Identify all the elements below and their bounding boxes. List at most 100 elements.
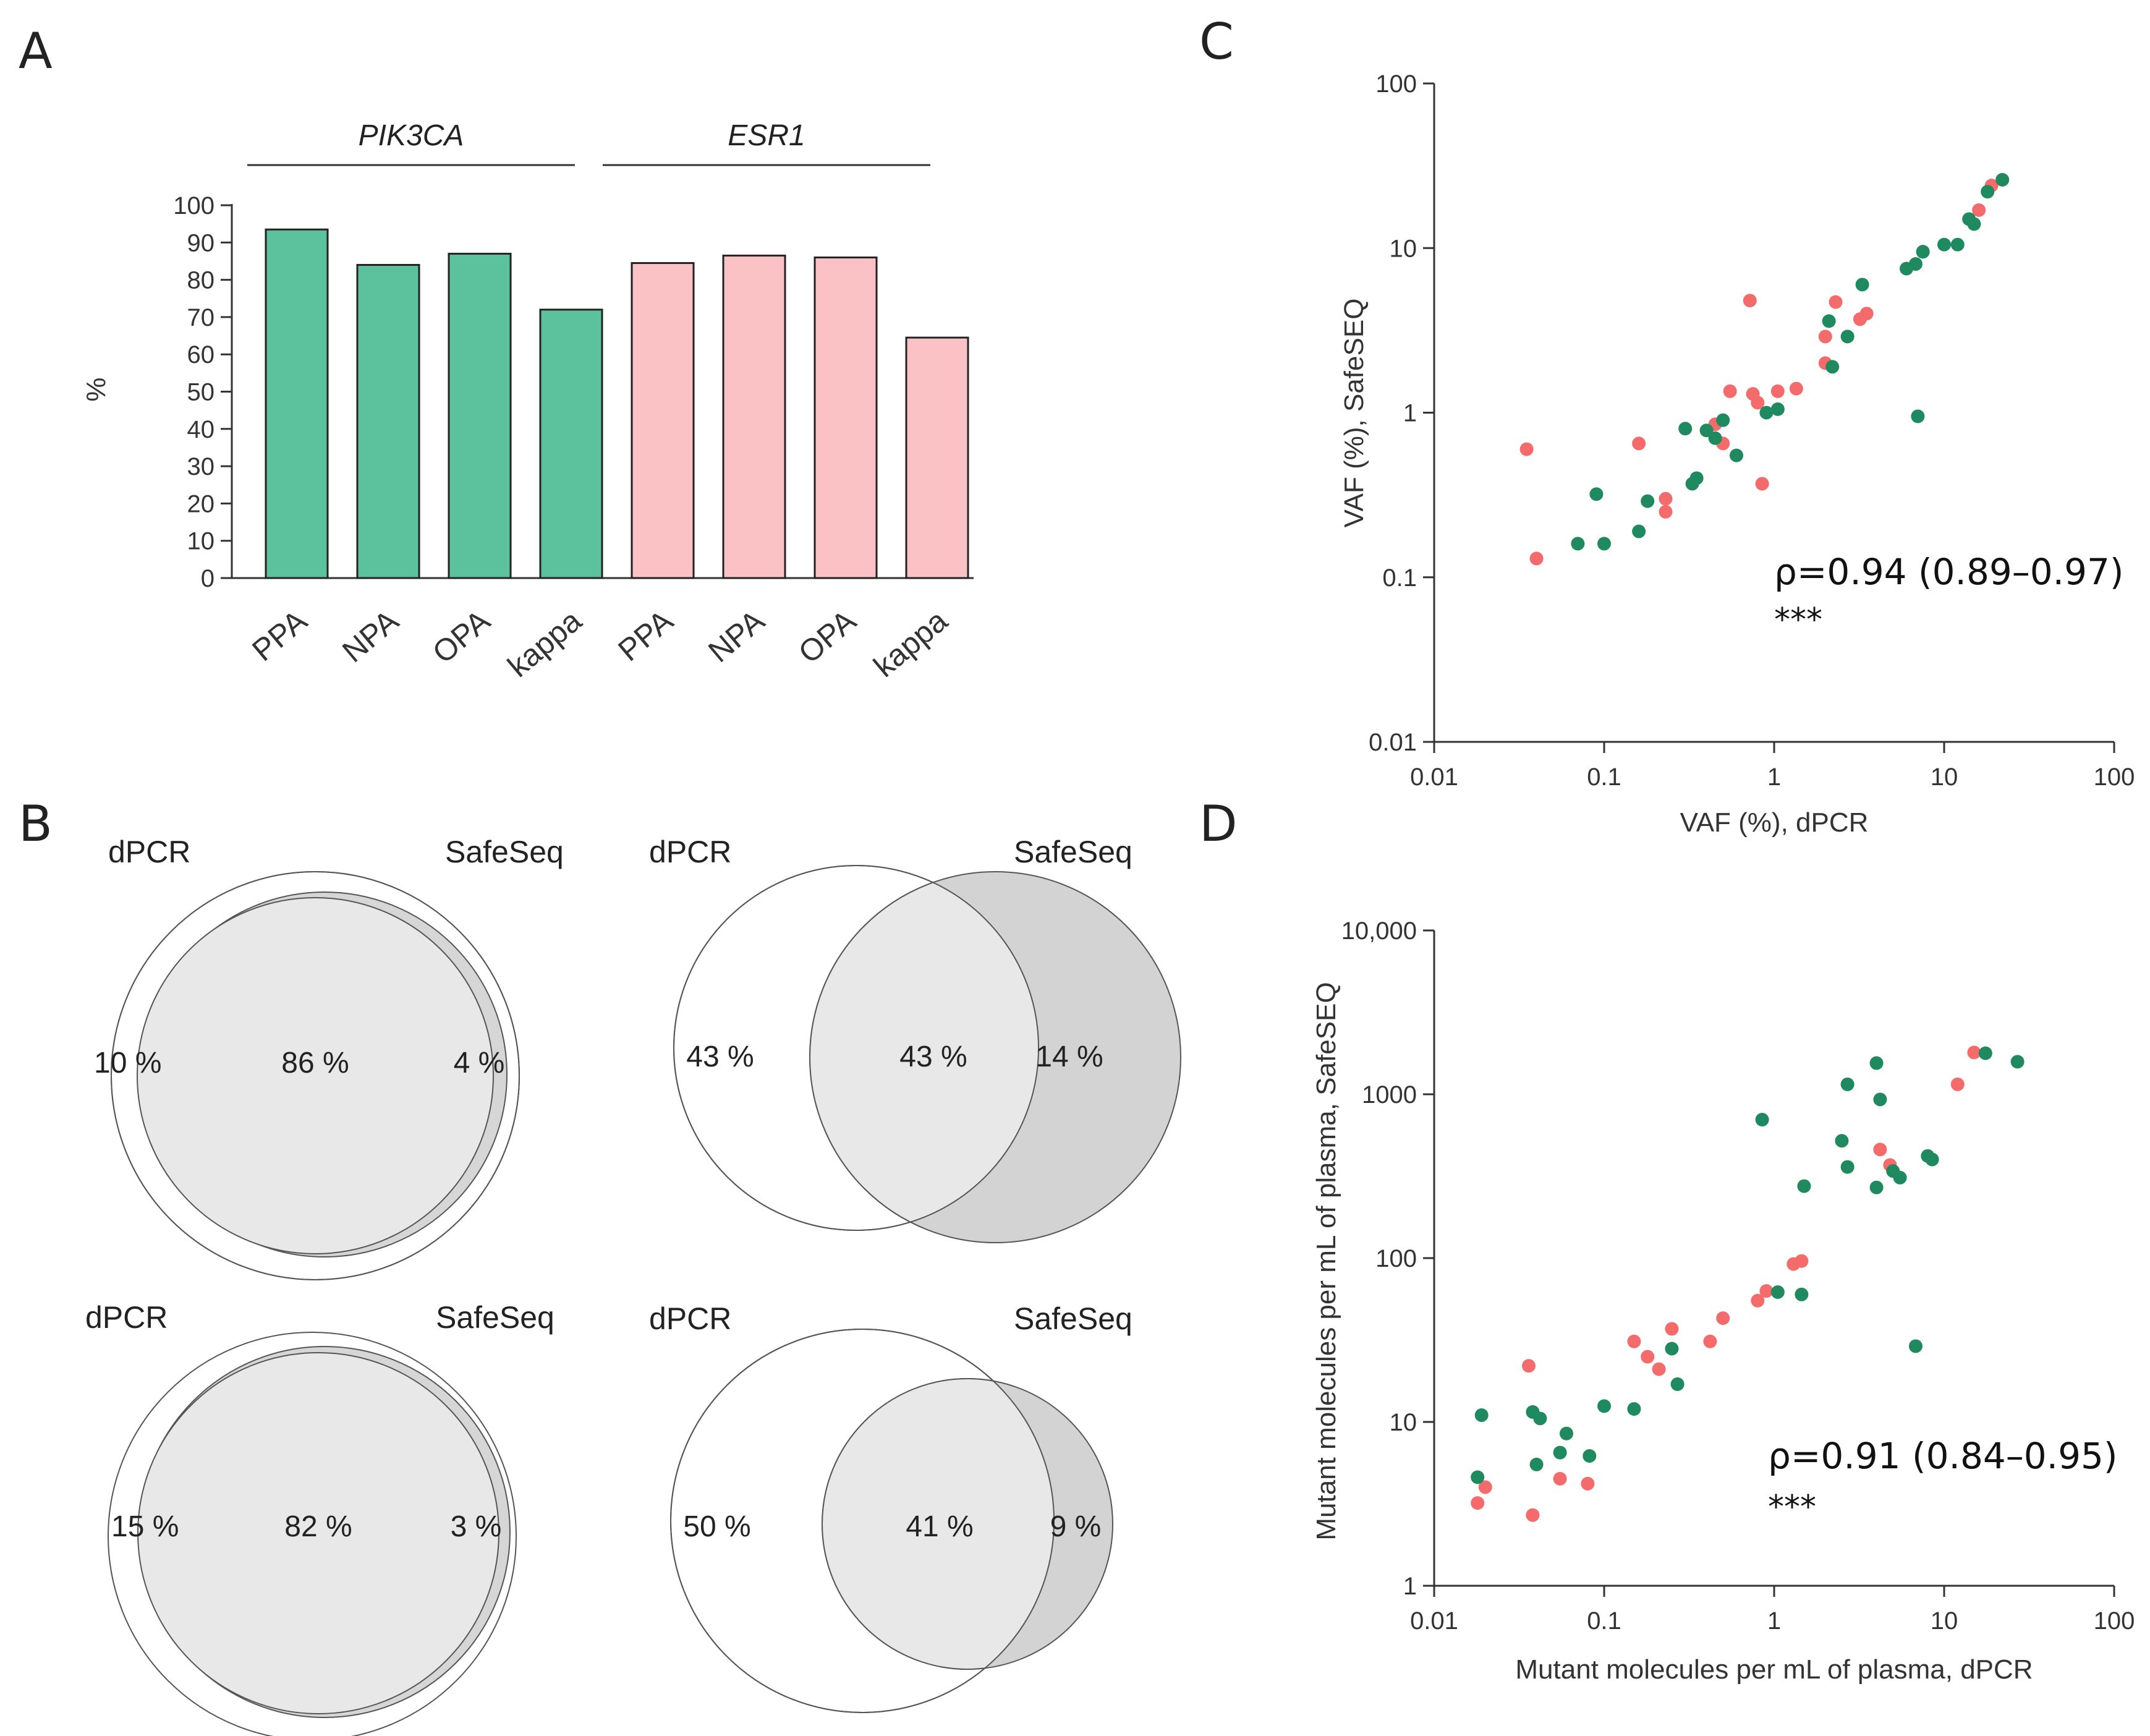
x-tick-label: 10 xyxy=(1931,764,1958,791)
category-label: PPA xyxy=(245,603,313,668)
point-pik3ca xyxy=(1822,314,1836,328)
x-tick-label: 1 xyxy=(1767,764,1781,791)
point-pik3ca xyxy=(1855,278,1869,292)
point-esr1 xyxy=(1652,1362,1666,1376)
panel-label-b: B xyxy=(19,795,53,853)
point-pik3ca xyxy=(1670,1377,1685,1391)
y-tick-label: 40 xyxy=(187,416,215,443)
point-esr1 xyxy=(1795,1254,1809,1268)
point-esr1 xyxy=(1529,551,1544,566)
y-tick-label: 10 xyxy=(1390,1409,1417,1436)
y-tick-label: 100 xyxy=(1375,1245,1417,1272)
point-pik3ca xyxy=(1893,1170,1907,1185)
venn-diagram-1: dPCR SafeSeq 10 % 86 % 4 % xyxy=(94,835,564,1280)
x-tick-label: 0.1 xyxy=(1587,1607,1621,1635)
y-tick-label: 100 xyxy=(173,192,215,219)
point-esr1 xyxy=(1751,1293,1765,1308)
point-pik3ca xyxy=(1797,1179,1811,1193)
point-pik3ca xyxy=(1925,1152,1939,1167)
correlation-annotation-d: ρ=0.91 (0.84–0.95) xyxy=(1768,1435,2118,1477)
point-pik3ca xyxy=(1632,524,1646,538)
category-label: NPA xyxy=(336,603,405,669)
y-tick-label: 90 xyxy=(187,229,215,257)
y-tick-label: 60 xyxy=(187,341,215,368)
point-esr1 xyxy=(1723,384,1737,398)
point-pik3ca xyxy=(1597,1399,1611,1413)
point-esr1 xyxy=(1873,1142,1887,1157)
bar-esr1-opa xyxy=(814,256,878,579)
point-pik3ca xyxy=(1689,471,1704,485)
point-esr1 xyxy=(1859,307,1874,321)
y-axis-label-c: VAF (%), SafeSEQ xyxy=(1339,299,1369,528)
dpcr-circle-outline xyxy=(111,871,520,1280)
pik3ca-group-label: PIK3CA xyxy=(359,119,464,152)
correlation-annotation-c: ρ=0.94 (0.89–0.97) xyxy=(1774,551,2124,593)
bar-chart-panel-a: PIK3CA ESR1 % 0 10 20 30 40 50 60 70 80 90 100 PPA… xyxy=(81,119,974,684)
y-axis-label-d: Mutant molecules per mL of plasma, SafeS… xyxy=(1311,982,1341,1540)
point-esr1 xyxy=(1659,504,1673,519)
safeseq-only-pct: 14 % xyxy=(1035,1040,1103,1073)
point-pik3ca xyxy=(1840,1160,1855,1174)
overlap-region xyxy=(137,1352,499,1714)
x-tick-label: 100 xyxy=(2094,764,2135,791)
bar-pik3ca-opa xyxy=(448,252,512,579)
dpcr-label: dPCR xyxy=(108,835,190,869)
y-tick-label: 0 xyxy=(201,565,215,592)
dpcr-only-pct: 50 % xyxy=(683,1510,750,1543)
point-pik3ca xyxy=(1869,1180,1884,1194)
bar-esr1-kappa xyxy=(905,336,969,579)
safeseq-label: SafeSeq xyxy=(1014,1301,1132,1336)
point-esr1 xyxy=(1526,1508,1540,1522)
point-esr1 xyxy=(1632,436,1646,451)
dpcr-label: dPCR xyxy=(649,1301,731,1336)
x-tick-label: 10 xyxy=(1931,1607,1958,1635)
overlap-pct: 41 % xyxy=(906,1510,973,1543)
point-pik3ca xyxy=(1678,422,1693,436)
venn-diagram-2: dPCR SafeSeq 43 % 43 % 14 % xyxy=(649,835,1181,1243)
point-esr1 xyxy=(1519,442,1534,456)
point-esr1 xyxy=(1972,203,1986,217)
point-esr1 xyxy=(1818,330,1832,344)
point-pik3ca xyxy=(1665,1342,1679,1356)
y-tick-label: 0.01 xyxy=(1369,729,1417,756)
point-esr1 xyxy=(1950,1077,1965,1091)
x-tick-label: 1 xyxy=(1767,1607,1781,1635)
x-axis-label-c: VAF (%), dPCR xyxy=(1680,807,1869,838)
x-tick-label: 100 xyxy=(2094,1607,2135,1635)
dpcr-circle-outline xyxy=(673,865,1039,1231)
point-pik3ca xyxy=(1589,487,1604,501)
point-pik3ca xyxy=(1641,494,1655,508)
venn-diagram-4: dPCR SafeSeq 50 % 41 % 9 % xyxy=(649,1301,1132,1713)
point-pik3ca xyxy=(1708,431,1722,445)
point-pik3ca xyxy=(1873,1092,1887,1107)
point-pik3ca xyxy=(1967,217,1981,231)
point-pik3ca xyxy=(1471,1470,1485,1484)
point-esr1 xyxy=(1553,1471,1567,1486)
point-esr1 xyxy=(1967,1045,1981,1060)
point-esr1 xyxy=(1743,294,1757,308)
safeseq-only-pct: 3 % xyxy=(451,1510,502,1543)
panel-label-d: D xyxy=(1199,795,1238,853)
point-esr1 xyxy=(1471,1496,1485,1510)
y-tick-label: 80 xyxy=(187,267,215,294)
dpcr-only-pct: 10 % xyxy=(94,1047,161,1079)
point-pik3ca xyxy=(1916,245,1930,259)
point-esr1 xyxy=(1759,1284,1774,1298)
point-esr1 xyxy=(1627,1334,1641,1348)
scatter-panel-d: Mutant molecules per mL of plasma, SafeS… xyxy=(1311,917,2135,1685)
x-tick-label: 0.1 xyxy=(1587,764,1621,791)
point-pik3ca xyxy=(1699,423,1714,438)
x-tick-label: 0.01 xyxy=(1410,1607,1458,1635)
category-label: kappa xyxy=(501,603,588,684)
point-pik3ca xyxy=(1937,237,1951,252)
point-pik3ca xyxy=(1755,1113,1769,1127)
y-tick-label: 50 xyxy=(187,379,215,406)
overlap-pct: 43 % xyxy=(899,1040,967,1073)
point-esr1 xyxy=(1751,396,1765,410)
point-esr1 xyxy=(1581,1476,1595,1491)
point-esr1 xyxy=(1755,477,1769,491)
safeseq-only-pct: 9 % xyxy=(1050,1510,1102,1543)
dpcr-only-pct: 43 % xyxy=(686,1040,754,1073)
point-pik3ca xyxy=(1770,402,1785,416)
safeseq-label: SafeSeq xyxy=(1014,835,1132,869)
